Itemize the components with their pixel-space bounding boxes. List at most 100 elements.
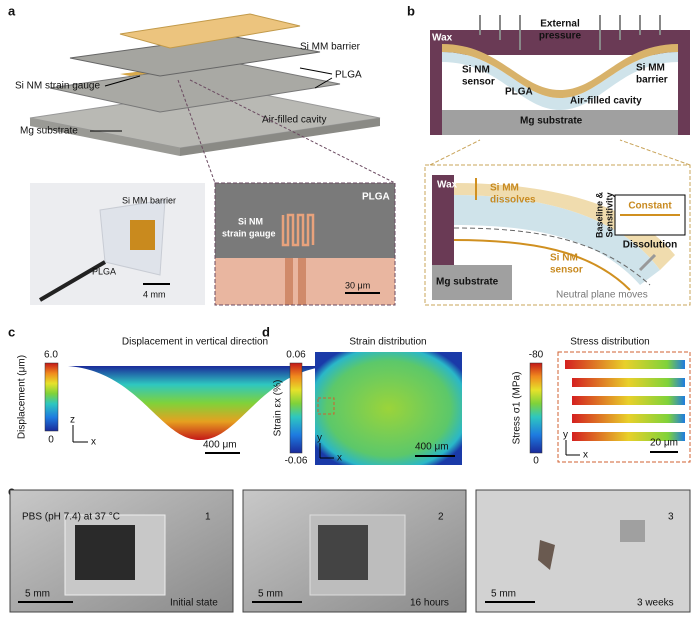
zoom-box: [317, 397, 335, 415]
arrow: [638, 253, 657, 272]
photo-1: PBS (pH 7.4) at 37 °C 1 5 mm Initial sta…: [9, 489, 234, 613]
label: barrier: [636, 75, 668, 86]
colorbar-label: Displacement (μm): [17, 355, 28, 439]
label: Wax: [437, 180, 458, 191]
frame: [424, 164, 691, 306]
strain-map: [315, 352, 462, 465]
label: Baseline &: [594, 191, 604, 238]
scale-label: 5 mm: [491, 589, 516, 600]
frame: [214, 182, 396, 306]
shape: [572, 396, 685, 405]
label: PLGA: [505, 87, 533, 98]
label: Si NM: [550, 253, 578, 264]
panel-title: Strain distribution: [349, 337, 426, 348]
tweezer: [38, 260, 107, 302]
label: Si MM barrier: [300, 42, 361, 53]
scale-label: 400 μm: [203, 440, 237, 451]
label: Wax: [432, 33, 453, 44]
panel-letter: a: [8, 3, 16, 18]
scale-label: 400 μm: [415, 442, 449, 453]
scale-label: 5 mm: [258, 589, 283, 600]
label: strain gauge: [222, 228, 276, 238]
axis-label: y: [563, 430, 568, 441]
barrier-chip: [130, 220, 155, 250]
colorbar: [529, 362, 543, 454]
label: Mg substrate: [436, 277, 499, 288]
scale-label: 4 mm: [143, 289, 166, 299]
zoom-line: [189, 79, 396, 184]
label: Si NM strain gauge: [15, 81, 100, 92]
scale-label: 30 μm: [345, 280, 370, 290]
photo-3: 3 5 mm 3 weeks: [475, 489, 691, 613]
upper-diagram: Wax External pressure Si NM sensor Si MM…: [430, 15, 690, 135]
colorbar-max: 6.0: [44, 350, 58, 361]
label: Air-filled cavity: [262, 115, 326, 126]
label: Si NM: [238, 216, 263, 226]
shape: [572, 414, 685, 423]
neutral-plane: [453, 227, 651, 286]
axis-label: z: [70, 415, 75, 426]
photo-index: 3: [668, 512, 674, 523]
label: Sensitivity: [604, 192, 614, 237]
colorbar-min: 0: [533, 456, 539, 467]
stress-map: [565, 360, 685, 441]
plga: [454, 195, 660, 285]
shape: [572, 378, 685, 387]
panel-letter: b: [407, 3, 415, 18]
panel-letter: c: [8, 324, 15, 339]
mg: [442, 110, 678, 135]
label: Si MM: [636, 63, 665, 74]
label: External: [540, 19, 580, 30]
zoom-line: [177, 79, 216, 184]
condition: PBS (pH 7.4) at 37 °C: [22, 512, 120, 523]
axis-label: y: [317, 433, 322, 444]
axis-label: x: [337, 453, 342, 464]
mg-edge: [30, 118, 180, 156]
colorbar-label: Stress σ1 (MPa): [512, 372, 523, 445]
mg: [432, 265, 512, 300]
arrow: [299, 67, 333, 75]
colorbar: [44, 362, 59, 432]
colorbar-max: -80: [529, 350, 544, 361]
label: Neutral plane moves: [556, 290, 648, 301]
colorbar: [289, 362, 303, 454]
mg-edge: [180, 118, 380, 156]
state: 16 hours: [410, 598, 449, 609]
label: sensor: [462, 77, 495, 88]
axis-label: x: [583, 450, 588, 461]
residue: [620, 520, 645, 542]
frame: [557, 351, 691, 463]
displacement-map: [68, 366, 330, 440]
label: Dissolution: [623, 240, 677, 251]
scale-label: 5 mm: [25, 589, 50, 600]
zoom-line: [429, 139, 481, 166]
panel-letter: d: [262, 324, 270, 339]
pressure-arrows: [479, 15, 661, 50]
label: Mg substrate: [20, 126, 78, 137]
label: PLGA: [335, 70, 362, 81]
label: Air-filled cavity: [570, 96, 642, 107]
label: dissolves: [490, 195, 536, 206]
label: sensor: [550, 265, 583, 276]
shape: [565, 360, 685, 369]
barrier: [318, 525, 368, 580]
arrow: [104, 75, 141, 87]
exploded-layers: [29, 13, 381, 156]
label: Si MM: [490, 183, 519, 194]
barrier: [75, 525, 135, 580]
photo-bg: [475, 489, 691, 613]
colorbar-max: 0.06: [286, 350, 306, 361]
colorbar-min: -0.06: [285, 456, 308, 467]
state: 3 weeks: [637, 598, 674, 609]
zoom-line: [619, 139, 691, 166]
colorbar-label: Strain εx (%): [273, 380, 284, 437]
label: pressure: [539, 31, 582, 42]
residue: [538, 540, 555, 570]
barrier: [442, 44, 678, 98]
photo-index: 1: [205, 512, 211, 523]
shape: [572, 432, 685, 441]
label: Si MM barrier: [122, 195, 176, 205]
